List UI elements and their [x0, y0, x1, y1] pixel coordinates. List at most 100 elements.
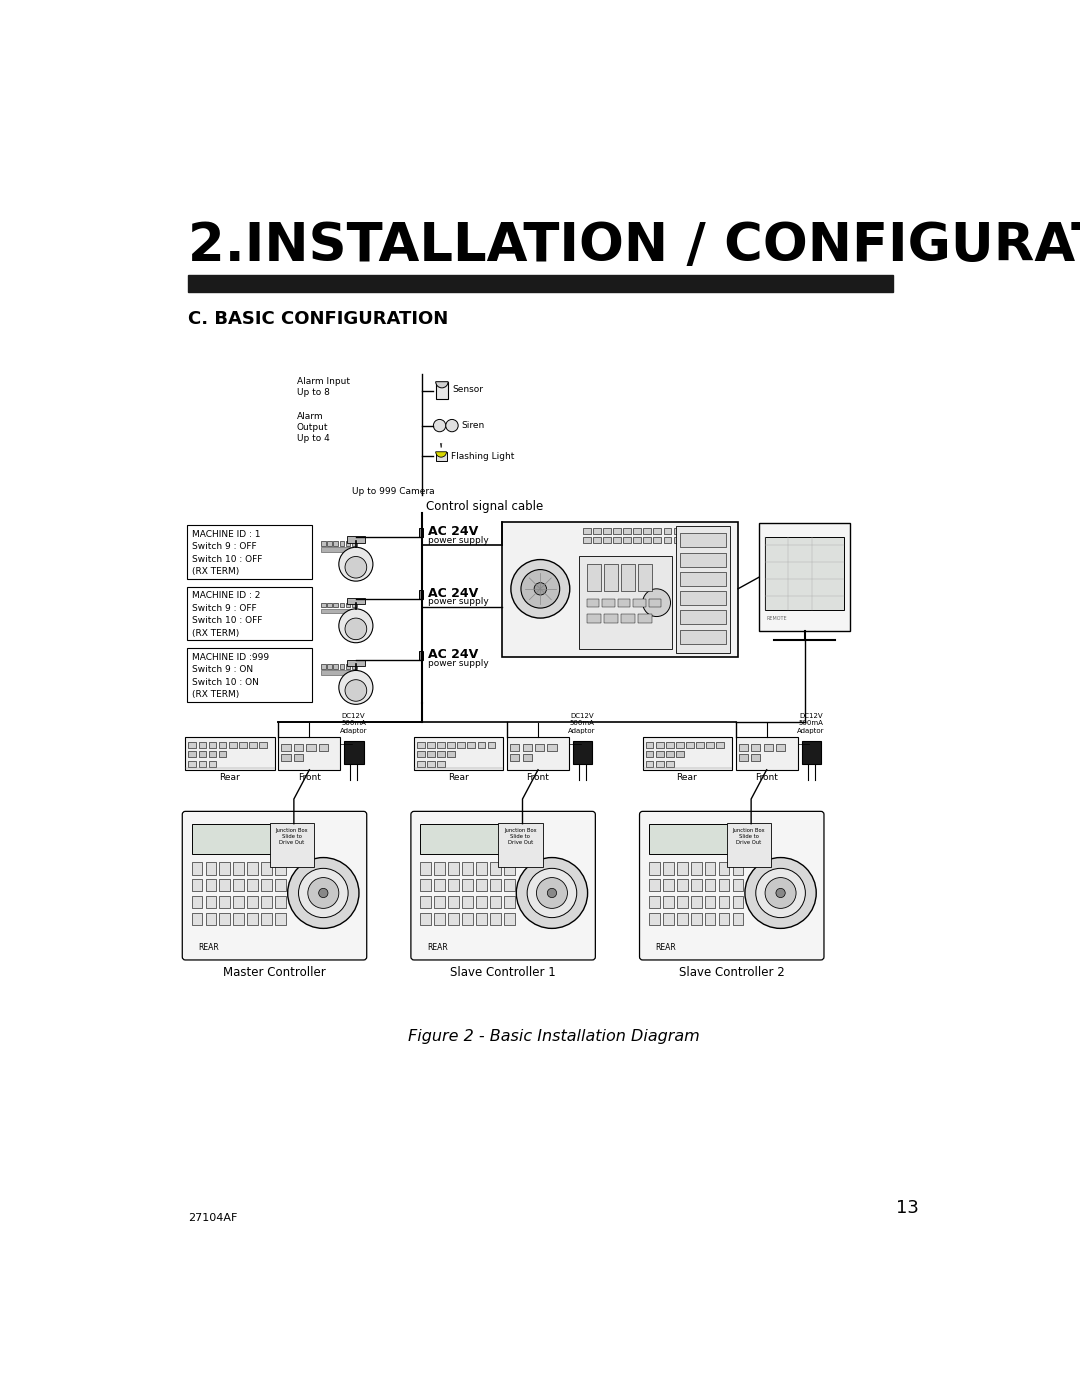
Bar [219, 895, 230, 908]
Bar [352, 602, 356, 608]
Bar [327, 541, 332, 546]
Text: REAR: REAR [199, 943, 219, 951]
Bar [247, 879, 258, 891]
Bar [261, 895, 272, 908]
Bar [435, 381, 448, 398]
Text: Flashing Light: Flashing Light [451, 451, 514, 461]
Bar [259, 742, 267, 749]
Circle shape [339, 671, 373, 704]
Bar [462, 862, 473, 875]
Text: MACHINE ID : 1
Switch 9 : OFF
Switch 10 : OFF
(RX TERM): MACHINE ID : 1 Switch 9 : OFF Switch 10 … [192, 529, 262, 576]
Bar [490, 914, 501, 925]
Text: AC 24V: AC 24V [428, 525, 478, 538]
FancyBboxPatch shape [735, 738, 798, 770]
Bar [666, 752, 674, 757]
Bar [428, 742, 435, 749]
Text: AC 24V: AC 24V [428, 648, 478, 661]
Bar [321, 665, 326, 669]
Circle shape [765, 877, 796, 908]
Text: Front: Front [527, 773, 550, 782]
Text: REAR: REAR [656, 943, 676, 951]
Bar [649, 599, 661, 606]
Circle shape [548, 888, 556, 898]
Bar [205, 914, 216, 925]
Bar [656, 760, 663, 767]
Bar [593, 528, 600, 534]
FancyBboxPatch shape [186, 738, 274, 770]
Bar [603, 528, 611, 534]
Bar [205, 895, 216, 908]
Bar [462, 879, 473, 891]
Circle shape [756, 869, 806, 918]
Text: REMOTE: REMOTE [767, 616, 787, 620]
Bar [653, 538, 661, 543]
Circle shape [521, 570, 559, 608]
Bar [676, 742, 684, 749]
Bar [633, 599, 646, 606]
Text: Junction Box
Slide to
Drive Out: Junction Box Slide to Drive Out [732, 828, 765, 845]
Text: 13: 13 [896, 1200, 919, 1217]
FancyBboxPatch shape [501, 522, 738, 657]
Bar [346, 541, 350, 546]
Bar [261, 862, 272, 875]
Bar [339, 602, 345, 608]
Text: DC12V
500mA
Adaptor: DC12V 500mA Adaptor [568, 712, 596, 733]
Bar [247, 862, 258, 875]
Bar [523, 743, 531, 752]
FancyBboxPatch shape [187, 648, 312, 703]
Text: Alarm Input
Up to 8: Alarm Input Up to 8 [297, 377, 350, 397]
Bar [677, 879, 688, 891]
Bar [448, 879, 459, 891]
Text: Master Controller: Master Controller [224, 967, 326, 979]
FancyBboxPatch shape [507, 738, 569, 770]
Bar [586, 599, 599, 606]
Bar [604, 615, 618, 623]
Text: Control signal cable: Control signal cable [426, 500, 543, 513]
Circle shape [643, 588, 671, 616]
Bar [282, 743, 291, 752]
Bar [674, 538, 681, 543]
Bar [718, 862, 729, 875]
Bar [704, 879, 715, 891]
Bar [476, 879, 487, 891]
Bar [676, 525, 730, 652]
Bar [653, 528, 661, 534]
Bar [613, 538, 621, 543]
Bar [586, 615, 600, 623]
Bar [434, 862, 445, 875]
Text: REAR: REAR [427, 943, 447, 951]
Bar [247, 914, 258, 925]
Bar [504, 879, 515, 891]
Bar [347, 536, 365, 542]
Bar [649, 914, 660, 925]
Bar [476, 862, 487, 875]
Bar [346, 602, 350, 608]
Bar [233, 914, 244, 925]
Bar [434, 895, 445, 908]
Bar [420, 862, 431, 875]
Text: 27104AF: 27104AF [188, 1214, 238, 1224]
Bar [321, 602, 326, 608]
Bar [613, 528, 621, 534]
Bar [718, 879, 729, 891]
FancyBboxPatch shape [279, 738, 340, 770]
Bar [321, 609, 352, 613]
Wedge shape [435, 381, 448, 388]
Bar [677, 895, 688, 908]
Bar [704, 538, 712, 543]
Bar [579, 556, 672, 648]
Bar [714, 538, 721, 543]
Bar [714, 528, 721, 534]
Bar [679, 630, 727, 644]
Text: Siren: Siren [461, 420, 485, 430]
Bar [739, 754, 748, 760]
Bar [229, 742, 237, 749]
Bar [488, 742, 496, 749]
Bar [294, 754, 303, 760]
Bar [663, 528, 672, 534]
Bar [603, 599, 615, 606]
Circle shape [319, 888, 328, 898]
Bar [420, 824, 521, 855]
Bar [583, 528, 591, 534]
Bar [275, 914, 286, 925]
